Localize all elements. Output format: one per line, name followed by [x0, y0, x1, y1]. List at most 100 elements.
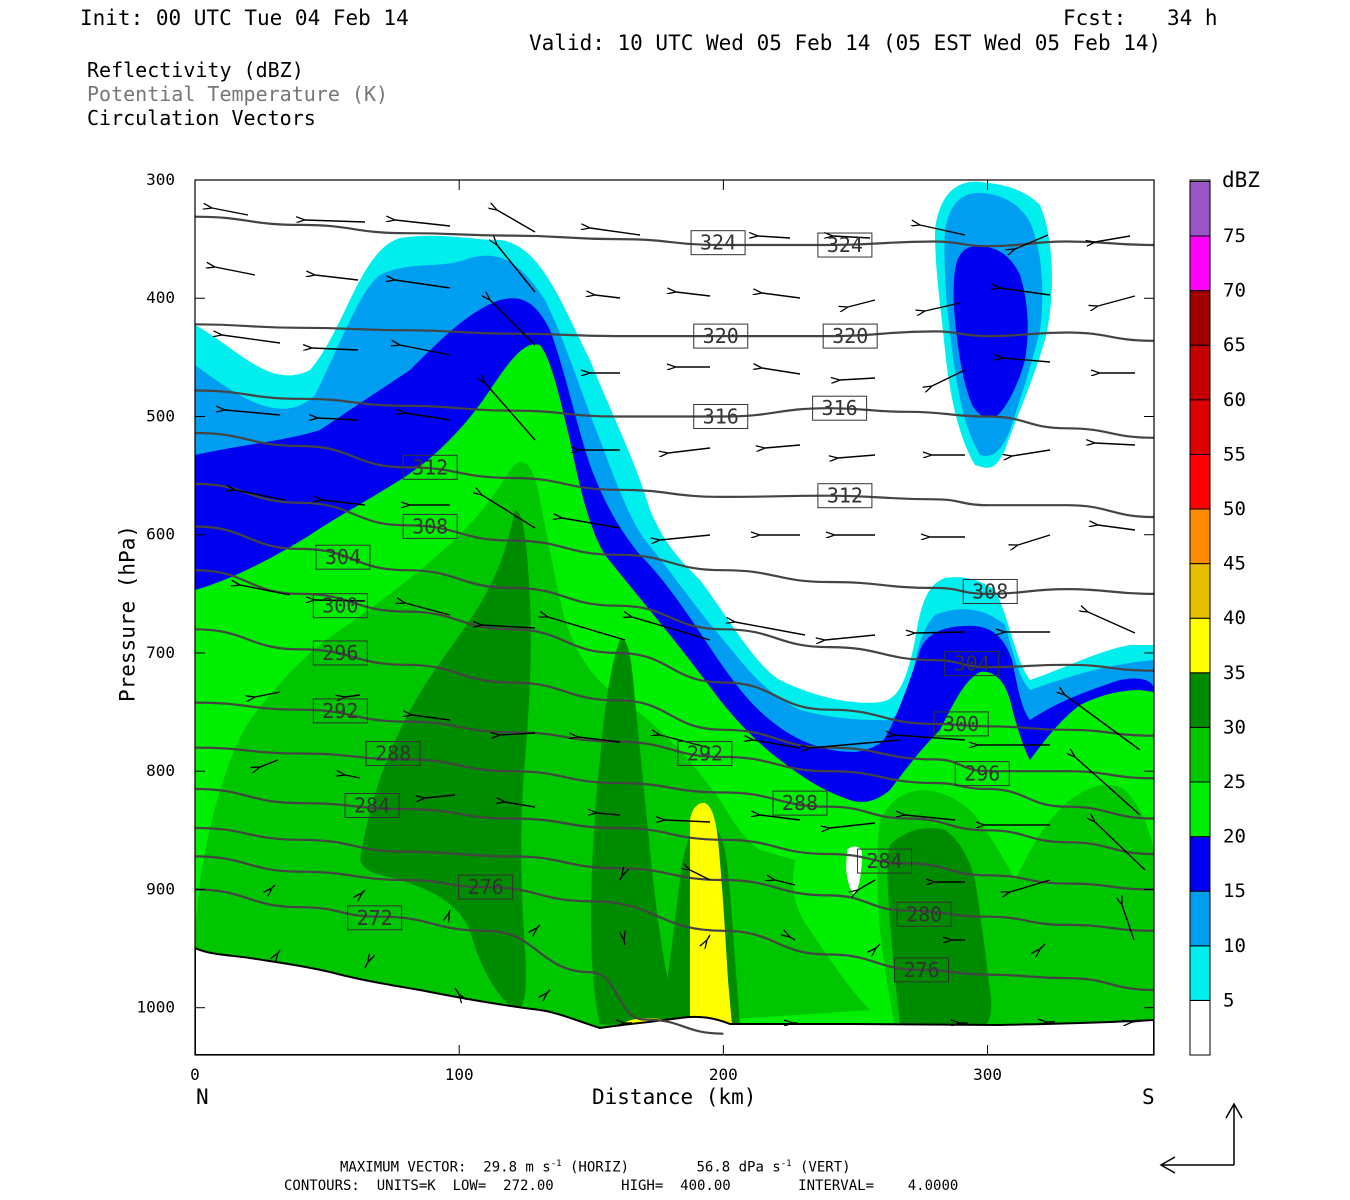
circulation-arrow: [490, 300, 536, 346]
circulation-arrow: [1095, 235, 1131, 242]
circulation-arrow: [425, 794, 456, 798]
circulation-arrow: [345, 694, 361, 697]
theta-label: 272: [357, 906, 393, 930]
circulation-vectors: [212, 208, 1151, 1023]
theta-label-box: [812, 395, 868, 421]
theta-contour-labels: 324 324 320 320 316 316 312 312 308 308 304 304 300 3…: [312, 230, 1018, 983]
init-time: Init: 00 UTC Tue 04 Feb 14: [80, 6, 409, 30]
circulation-arrow: [1098, 525, 1136, 531]
circulation-arrow: [395, 220, 451, 227]
circulation-arrow: [895, 735, 966, 741]
circulation-arrow: [1065, 695, 1141, 751]
circulation-arrow: [665, 820, 711, 822]
circulation-arrow: [1018, 534, 1051, 545]
theta-label: 276: [903, 958, 939, 982]
colorbar-segment: [1189, 672, 1211, 728]
theta-label: 324: [700, 231, 736, 255]
circulation-arrow: [830, 822, 876, 828]
theta-label-box: [312, 593, 368, 619]
theta-label-box: [312, 640, 368, 666]
circulation-arrow: [676, 292, 711, 297]
theta-contour-284: [195, 787, 1154, 891]
theta-label: 300: [322, 594, 358, 618]
colorbar-segment: [1189, 453, 1211, 510]
circulation-arrow: [449, 909, 451, 913]
circulation-arrow: [840, 378, 876, 380]
circulation-arrow: [225, 410, 281, 416]
theta-label: 304: [954, 652, 990, 676]
colorbar-segment: [1189, 781, 1211, 838]
y-tick-label: 700: [146, 643, 175, 662]
circulation-arrow: [624, 940, 625, 946]
circulation-arrow: [1040, 943, 1046, 949]
theta-label: 324: [827, 233, 863, 257]
circulation-arrow: [405, 413, 451, 421]
theta-contour-304: [195, 525, 1154, 672]
circulation-arrow: [760, 815, 801, 821]
circulation-arrow: [1000, 288, 1051, 296]
theta-label-box: [402, 513, 458, 539]
circulation-arrow: [765, 444, 801, 448]
x-tick-label: 300: [973, 1065, 1002, 1084]
circulation-arrow: [876, 943, 881, 948]
circulation-arrow: [345, 775, 361, 779]
theta-contours: [195, 215, 1154, 1035]
colorbar-label: 60: [1223, 389, 1246, 411]
circulation-arrow: [505, 802, 536, 808]
circulation-arrow: [1010, 879, 1051, 892]
y-tick-label: 600: [146, 525, 175, 544]
colorbar-label: 20: [1223, 826, 1246, 848]
circulation-arrow: [578, 737, 621, 743]
circulation-arrow: [537, 924, 541, 928]
axes: 0 100 200 300 300 400 500 600 700 800 900 1000: [136, 170, 1154, 1084]
circulation-arrow: [497, 245, 536, 293]
circulation-arrow: [482, 495, 536, 529]
y-tick-label: 1000: [136, 998, 175, 1017]
circulation-arrow: [920, 225, 966, 236]
terrain: [195, 946, 1154, 1055]
circulation-arrow: [825, 634, 876, 640]
colorbar-segment-below-5: [1189, 999, 1211, 1056]
theta-contour-324: [195, 215, 1154, 248]
colorbar-segment: [1189, 344, 1211, 401]
theta-label: 308: [412, 514, 448, 538]
theta-label-box: [962, 578, 1018, 604]
theta-label: 320: [832, 324, 868, 348]
colorbar-title: dBZ: [1222, 168, 1260, 192]
colorbar-label: 40: [1223, 607, 1246, 629]
circulation-arrow: [362, 889, 366, 893]
circulation-arrow: [278, 949, 281, 953]
theta-label-box: [693, 403, 749, 429]
theta-label-box: [894, 957, 950, 983]
colorbar-label: 25: [1223, 771, 1246, 793]
theta-label-box: [933, 711, 989, 737]
theta-label: 316: [822, 396, 858, 420]
theta-label: 304: [325, 545, 361, 569]
x-label-north: N: [196, 1085, 209, 1109]
circulation-arrow: [1075, 757, 1141, 816]
theta-contour-272: [195, 888, 724, 1035]
y-tick-label: 900: [146, 879, 175, 898]
colorbar-label: 65: [1223, 334, 1246, 356]
colorbar-segment-top: [1189, 179, 1211, 182]
refl-35-region: [690, 802, 732, 1025]
circulation-arrow: [400, 345, 451, 356]
colorbar-label: 75: [1223, 225, 1246, 247]
circulation-arrow: [810, 739, 901, 748]
circulation-arrow: [932, 369, 966, 386]
circulation-arrow: [790, 937, 796, 941]
colorbar-label: 50: [1223, 498, 1246, 520]
circulation-arrow: [1015, 234, 1049, 249]
theta-label: 280: [906, 902, 942, 926]
circulation-arrow: [838, 454, 876, 458]
forecast-hours: 34 h: [1167, 6, 1218, 30]
colorbar-segment: [1189, 563, 1211, 619]
colorbar-label: 5: [1223, 989, 1234, 1011]
colorbar-label: 70: [1223, 280, 1246, 302]
circulation-arrow: [595, 295, 621, 299]
colorbar-label: 35: [1223, 662, 1246, 684]
circulation-arrow: [364, 962, 368, 969]
circulation-arrow: [255, 691, 281, 697]
theta-label-box: [315, 544, 371, 570]
theta-label: 288: [782, 791, 818, 815]
